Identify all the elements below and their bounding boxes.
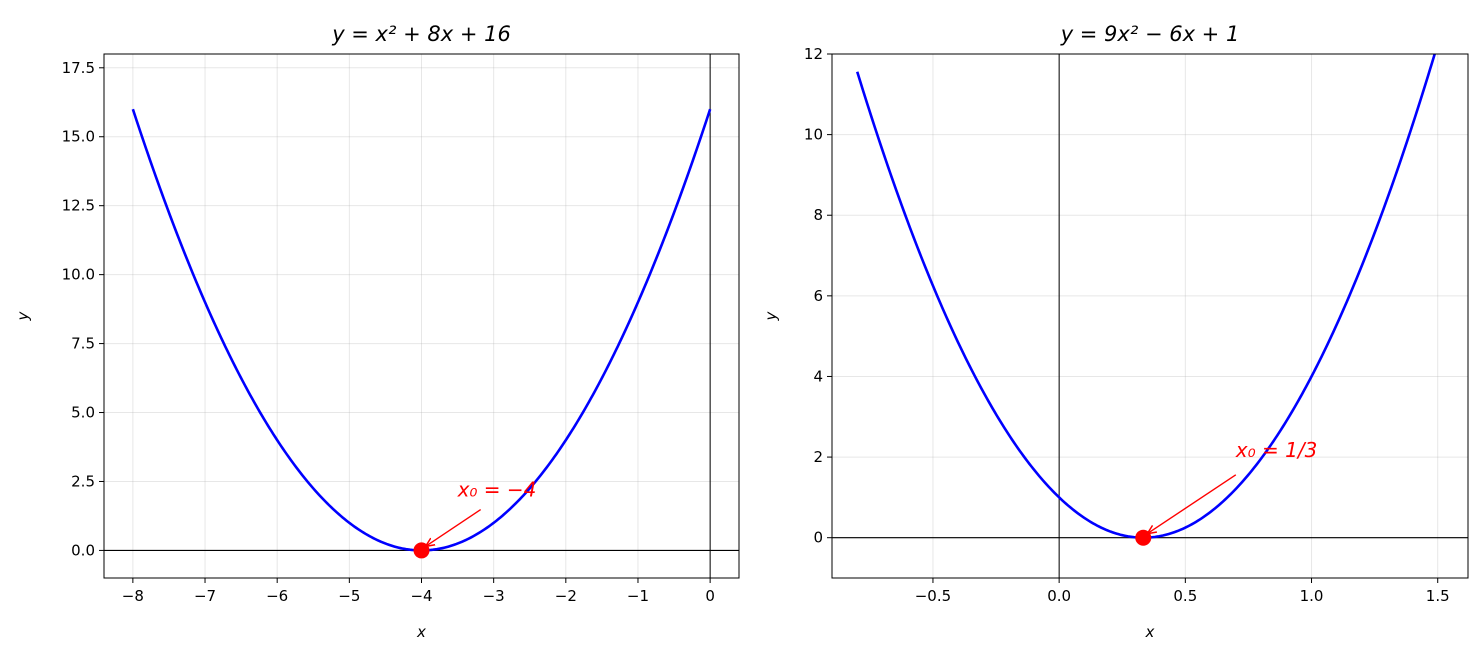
y-tick-label: 0.0 <box>71 541 95 559</box>
y-tick-label: 2.5 <box>71 472 95 490</box>
x-tick-label: −7 <box>194 587 216 605</box>
axes-frame <box>831 53 1469 579</box>
annotation-label: x₀ = 1/3 <box>1235 438 1318 462</box>
y-tick-label: 2 <box>813 448 823 466</box>
y-tick-label: 4 <box>813 367 823 385</box>
x-tick-label: −1 <box>627 587 649 605</box>
x-tick-label: 0.0 <box>1047 587 1071 605</box>
annotation-label: x₀ = −4 <box>457 478 537 502</box>
subplot-1: x₀ = −4 −8 −7 −6 −5 −4 −3 −2 −1 0 0.0 2.5 5.0 7.5 10.0… <box>14 22 740 641</box>
y-tick-label: 15.0 <box>62 128 95 146</box>
parabola-curve <box>855 54 1437 539</box>
y-tick-label: 10 <box>804 126 823 144</box>
x-tick-label: 1.5 <box>1426 587 1450 605</box>
y-tick-label: 10.0 <box>62 266 95 284</box>
x-tick-label: −4 <box>410 587 432 605</box>
x-tick-label: −2 <box>555 587 577 605</box>
x-tick-label: 1.0 <box>1300 587 1324 605</box>
y-axis-label: y <box>14 310 32 321</box>
annotation-arrow <box>1147 474 1237 534</box>
x-tick-label: −8 <box>122 587 144 605</box>
y-tick-label: 12.5 <box>62 197 95 215</box>
x-tick-label: −0.5 <box>915 587 951 605</box>
x-tick-label: 0.5 <box>1173 587 1197 605</box>
annotation-arrow <box>426 509 482 547</box>
y-tick-label: 0 <box>813 529 823 547</box>
x-tick-label: −6 <box>266 587 288 605</box>
y-tick-label: 12 <box>804 45 823 63</box>
x-tick-label: −5 <box>338 587 360 605</box>
y-axis-label: y <box>762 310 780 321</box>
y-tick-label: 17.5 <box>62 59 95 77</box>
y-tick-label: 8 <box>813 206 823 224</box>
subplot-2: x₀ = 1/3 −0.5 0.0 0.5 1.0 1.5 0 2 4 6 8 10 12 y = 9x²… <box>762 22 1469 641</box>
x-tick-label: 0 <box>705 587 715 605</box>
chart-title: y = 9x² − 6x + 1 <box>1060 22 1240 46</box>
y-tick-label: 6 <box>813 287 823 305</box>
x-tick-label: −3 <box>483 587 505 605</box>
x-axis-label: x <box>1145 623 1155 641</box>
y-tick-label: 5.0 <box>71 404 95 422</box>
x-axis-label: x <box>416 623 426 641</box>
chart-title: y = x² + 8x + 16 <box>331 22 511 46</box>
y-tick-label: 7.5 <box>71 335 95 353</box>
